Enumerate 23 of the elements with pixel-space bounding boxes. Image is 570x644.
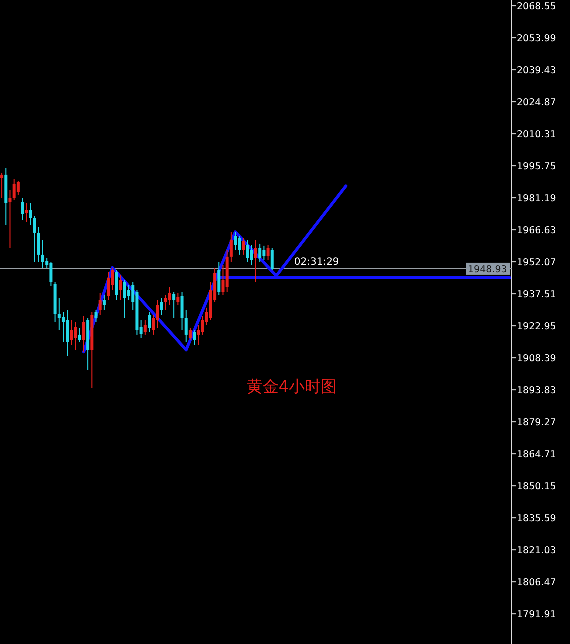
y-tick-label: 1966.63 bbox=[517, 226, 556, 237]
annotation: 02:31:29 bbox=[294, 256, 340, 268]
y-tick-label: 2053.99 bbox=[517, 34, 556, 45]
y-tick-label: 2068.55 bbox=[517, 2, 556, 13]
y-tick-label: 1791.91 bbox=[517, 610, 556, 621]
y-tick-label: 1879.27 bbox=[517, 418, 556, 429]
y-tick-label: 1922.95 bbox=[517, 322, 556, 333]
y-tick-label: 1850.15 bbox=[517, 482, 556, 493]
y-tick-label: 1835.59 bbox=[517, 514, 556, 525]
y-tick-label: 2039.43 bbox=[517, 66, 556, 77]
y-tick-label: 1981.19 bbox=[517, 194, 556, 205]
ref-line-label: 1948.93 bbox=[468, 264, 508, 276]
y-tick-label: 1908.39 bbox=[517, 354, 556, 365]
y-tick-label: 1937.51 bbox=[517, 290, 556, 301]
y-tick-label: 1893.83 bbox=[517, 386, 556, 397]
y-tick-label: 1864.71 bbox=[517, 450, 556, 461]
y-tick-label: 2024.87 bbox=[517, 98, 556, 109]
y-tick-label: 1952.07 bbox=[517, 258, 556, 269]
y-tick-label: 2010.31 bbox=[517, 130, 556, 141]
annotation: 黄金4小时图 bbox=[246, 377, 338, 396]
y-tick-label: 1995.75 bbox=[517, 162, 556, 173]
y-tick-label: 1821.03 bbox=[517, 546, 556, 557]
y-tick-label: 1806.47 bbox=[517, 578, 556, 589]
